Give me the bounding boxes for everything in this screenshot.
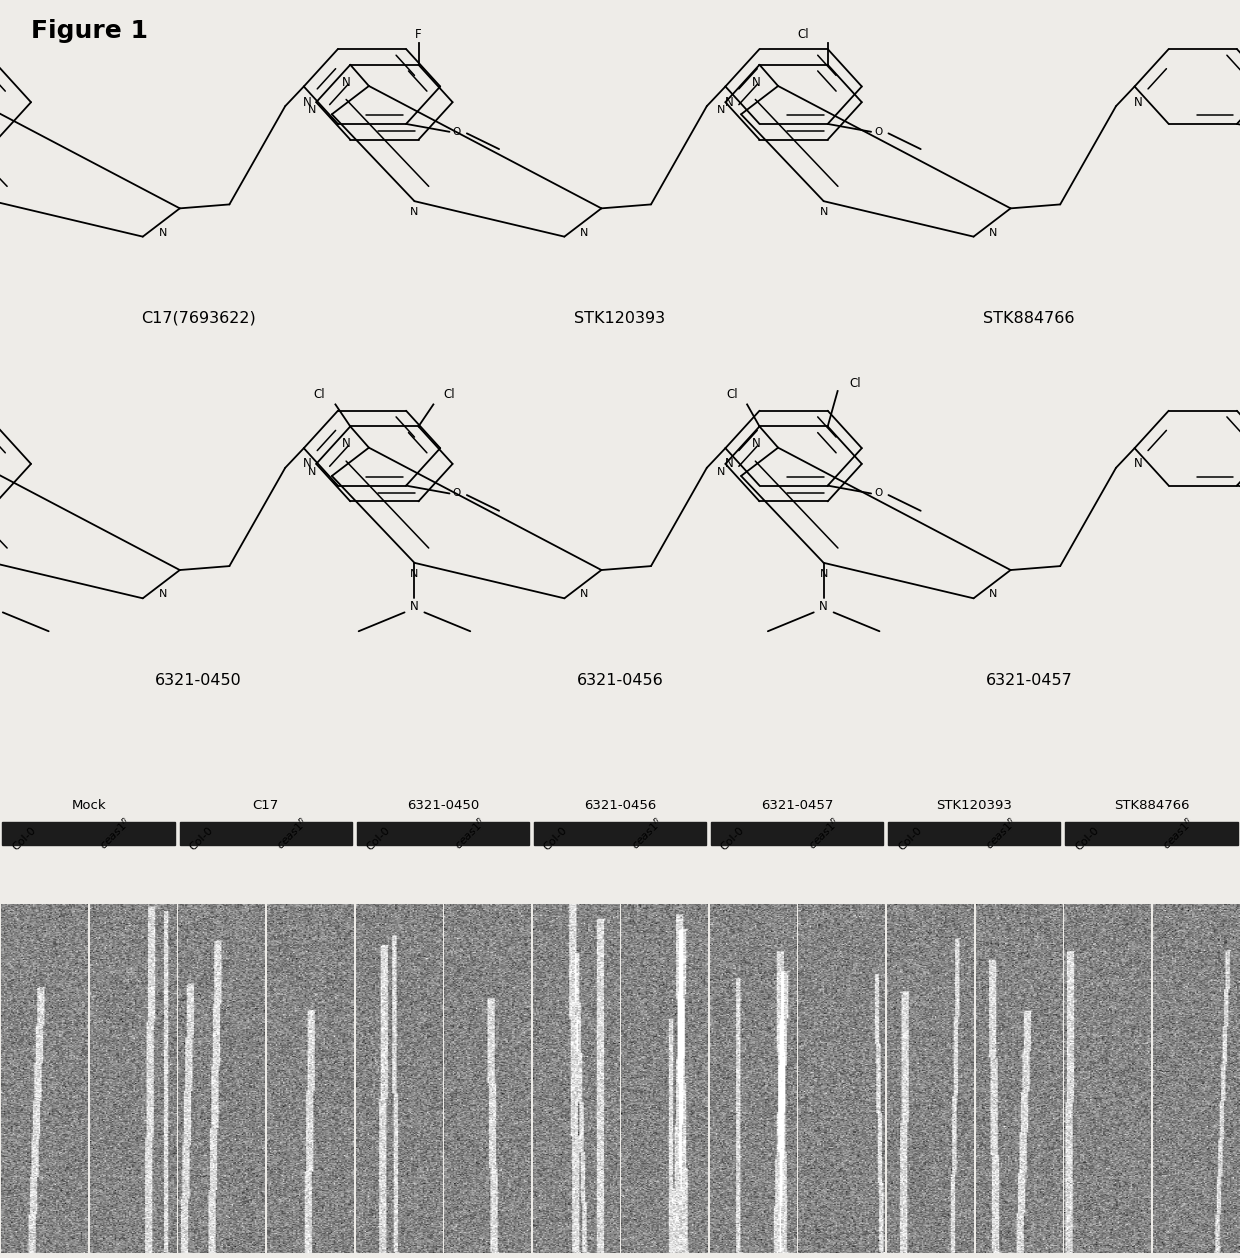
Text: STK884766: STK884766 (1114, 799, 1189, 813)
Text: O: O (453, 488, 461, 498)
Text: Col-0: Col-0 (719, 825, 746, 853)
Text: $\mathit{ceas1}^{n}$: $\mathit{ceas1}^{n}$ (627, 815, 666, 853)
Text: N: N (342, 75, 351, 88)
Text: C17(7693622): C17(7693622) (141, 311, 255, 326)
Text: N: N (342, 438, 351, 450)
Text: $\mathit{ceas1}^{n}$: $\mathit{ceas1}^{n}$ (805, 815, 842, 853)
Text: Col-0: Col-0 (365, 825, 392, 853)
Text: $\mathit{ceas1}^{n}$: $\mathit{ceas1}^{n}$ (982, 815, 1019, 853)
Text: N: N (303, 458, 312, 470)
Text: Cl: Cl (314, 389, 325, 401)
Text: N: N (990, 590, 998, 599)
Text: STK120393: STK120393 (936, 799, 1012, 813)
Text: C17: C17 (253, 799, 279, 813)
Bar (534, 821, 706, 845)
Text: N: N (717, 467, 725, 477)
Text: N: N (580, 228, 589, 238)
Text: N: N (159, 228, 167, 238)
Text: Cl: Cl (444, 389, 455, 401)
Text: N: N (717, 106, 725, 116)
Text: N: N (990, 228, 998, 238)
Text: N: N (724, 96, 734, 108)
Text: N: N (820, 600, 828, 613)
Text: O: O (874, 488, 883, 498)
Text: N: N (410, 600, 419, 613)
Text: N: N (308, 467, 316, 477)
Text: Col-0: Col-0 (1074, 825, 1101, 853)
Text: Cl: Cl (727, 389, 738, 401)
Text: N: N (1133, 458, 1143, 470)
Text: Col-0: Col-0 (187, 825, 215, 853)
Text: Mock: Mock (71, 799, 105, 813)
Text: F: F (415, 29, 422, 42)
Text: N: N (410, 208, 419, 218)
Text: N: N (303, 96, 312, 108)
Text: N: N (751, 75, 760, 88)
Text: Figure 1: Figure 1 (31, 19, 148, 43)
Text: $\mathit{ceas1}^{n}$: $\mathit{ceas1}^{n}$ (1159, 815, 1197, 853)
Text: N: N (751, 438, 760, 450)
Text: Cl: Cl (797, 29, 808, 42)
Bar (357, 821, 529, 845)
Text: N: N (308, 106, 316, 116)
Text: Col-0: Col-0 (542, 825, 569, 853)
Text: STK120393: STK120393 (574, 311, 666, 326)
Text: 6321-0457: 6321-0457 (761, 799, 833, 813)
Text: STK884766: STK884766 (983, 311, 1075, 326)
Text: N: N (410, 569, 419, 579)
Text: $\mathit{ceas1}^{n}$: $\mathit{ceas1}^{n}$ (97, 815, 134, 853)
Text: O: O (874, 127, 883, 137)
Text: N: N (820, 569, 828, 579)
Bar (2, 821, 175, 845)
Text: N: N (159, 590, 167, 599)
Text: N: N (1133, 96, 1143, 108)
Text: 6321-0450: 6321-0450 (155, 673, 242, 688)
Bar (888, 821, 1060, 845)
Text: $\mathit{ceas1}^{n}$: $\mathit{ceas1}^{n}$ (274, 815, 311, 853)
Text: $\mathit{ceas1}^{n}$: $\mathit{ceas1}^{n}$ (450, 815, 489, 853)
Text: Col-0: Col-0 (897, 825, 924, 853)
Text: Cl: Cl (849, 376, 861, 390)
Text: N: N (820, 208, 828, 218)
Text: 6321-0457: 6321-0457 (986, 673, 1073, 688)
Bar (1065, 821, 1238, 845)
Text: N: N (724, 458, 734, 470)
Text: 6321-0450: 6321-0450 (407, 799, 479, 813)
Bar (180, 821, 352, 845)
Text: 6321-0456: 6321-0456 (577, 673, 663, 688)
Bar (711, 821, 883, 845)
Text: 6321-0456: 6321-0456 (584, 799, 656, 813)
Text: N: N (580, 590, 589, 599)
Text: O: O (453, 127, 461, 137)
Text: Col-0: Col-0 (11, 825, 38, 853)
